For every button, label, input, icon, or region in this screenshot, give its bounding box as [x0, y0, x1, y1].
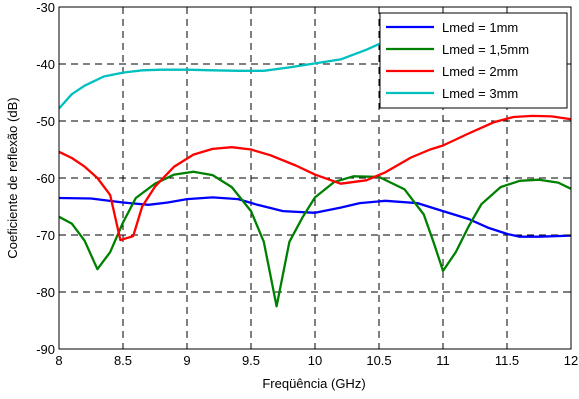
x-axis-ticks: 8 8.5 9 9.5 10 10.5 11 11.5 12: [55, 7, 578, 368]
series-line-2: [58, 170, 572, 308]
y-axis-ticks: -90 -80 -70 -60 -50 -40 -30: [36, 0, 571, 357]
x-tick-label: 11.5: [495, 353, 519, 368]
x-axis-label: Freqüência (GHz): [262, 376, 365, 391]
legend-label-4: Lmed = 3mm: [442, 86, 518, 101]
y-tick-label: -90: [36, 342, 55, 357]
y-tick-label: -70: [36, 228, 55, 243]
legend-label-1: Lmed = 1mm: [442, 20, 518, 35]
y-tick-label: -40: [36, 57, 55, 72]
legend: Lmed = 1mm Lmed = 1,5mm Lmed = 2mm Lmed = 3…: [379, 12, 568, 109]
series-line-1: [58, 196, 572, 238]
y-tick-label: -60: [36, 171, 55, 186]
y-tick-label: -30: [36, 0, 55, 15]
x-tick-label: 10: [308, 353, 322, 368]
x-tick-label: 11: [436, 353, 450, 368]
series-line-3: [58, 114, 572, 242]
legend-label-2: Lmed = 1,5mm: [442, 42, 529, 57]
x-tick-label: 10.5: [366, 353, 391, 368]
x-tick-label: 12: [564, 353, 578, 368]
y-tick-label: -50: [36, 114, 55, 129]
x-tick-label: 8: [55, 353, 62, 368]
y-axis-label: Coeficiente de reflexão (dB): [5, 97, 20, 258]
x-tick-label: 8.5: [114, 353, 132, 368]
series-line-4: [58, 36, 393, 110]
x-tick-label: 9: [183, 353, 190, 368]
legend-label-3: Lmed = 2mm: [442, 64, 518, 79]
series-group: [58, 36, 572, 308]
y-tick-label: -80: [36, 285, 55, 300]
x-tick-label: 9.5: [242, 353, 260, 368]
